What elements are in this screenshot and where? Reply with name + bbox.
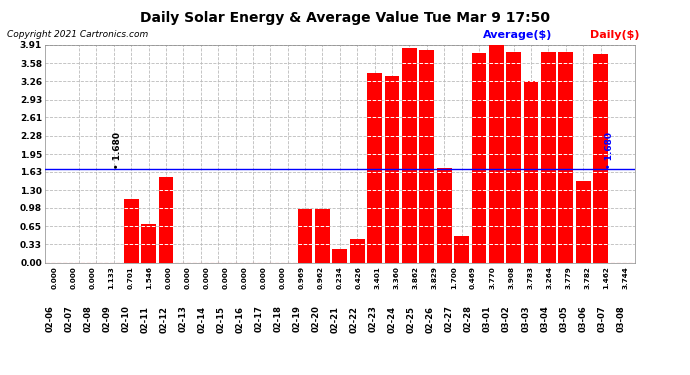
Bar [315,209,330,262]
Text: 02-15: 02-15 [217,306,226,333]
Text: 02-26: 02-26 [426,306,435,333]
Text: 03-03: 03-03 [521,306,530,332]
Text: 3.783: 3.783 [527,266,533,289]
Text: 3.360: 3.360 [394,266,400,289]
Text: 02-18: 02-18 [274,306,283,333]
Text: 02-07: 02-07 [64,306,73,332]
Bar [141,224,156,262]
Text: 0.000: 0.000 [204,266,210,289]
Text: 0.000: 0.000 [166,266,172,289]
Bar [437,168,451,262]
Bar [471,53,486,262]
Text: • 1.680: • 1.680 [605,132,614,169]
Bar [402,48,417,262]
Text: 02-11: 02-11 [141,306,150,333]
Text: 02-21: 02-21 [331,306,339,333]
Bar [576,181,591,262]
Text: 3.744: 3.744 [622,266,629,289]
Text: 02-16: 02-16 [236,306,245,333]
Text: 03-04: 03-04 [540,306,549,332]
Bar [506,52,521,262]
Text: 0.000: 0.000 [51,266,57,289]
Text: 3.829: 3.829 [432,266,438,289]
Text: 3.401: 3.401 [375,266,381,289]
Text: 3.862: 3.862 [413,266,419,289]
Text: 02-27: 02-27 [445,306,454,333]
Bar [454,236,469,262]
Text: 0.000: 0.000 [279,266,286,289]
Text: 1.462: 1.462 [603,266,609,289]
Bar [124,200,139,262]
Text: 3.782: 3.782 [584,266,590,289]
Bar [297,209,313,262]
Text: 3.770: 3.770 [489,266,495,289]
Bar [159,177,173,262]
Text: 02-09: 02-09 [102,306,112,332]
Text: 0.234: 0.234 [337,266,343,289]
Text: 02-06: 02-06 [46,306,55,333]
Text: 02-25: 02-25 [407,306,416,333]
Text: 02-24: 02-24 [388,306,397,333]
Text: 0.426: 0.426 [356,266,362,289]
Text: 03-01: 03-01 [483,306,492,332]
Text: 02-17: 02-17 [255,306,264,333]
Bar [524,81,538,262]
Text: 02-14: 02-14 [197,306,206,333]
Bar [593,54,608,262]
Text: 3.908: 3.908 [508,266,514,289]
Text: 02-13: 02-13 [179,306,188,333]
Text: 03-07: 03-07 [598,306,607,332]
Text: Daily Solar Energy & Average Value Tue Mar 9 17:50: Daily Solar Energy & Average Value Tue M… [140,11,550,25]
Bar [350,239,364,262]
Text: 03-06: 03-06 [578,306,587,332]
Text: 02-20: 02-20 [312,306,321,333]
Text: 02-12: 02-12 [159,306,168,333]
Text: 0.000: 0.000 [223,266,228,289]
Text: 1.700: 1.700 [451,266,457,289]
Text: 3.779: 3.779 [565,266,571,289]
Text: 0.000: 0.000 [261,266,267,289]
Text: 03-02: 03-02 [502,306,511,332]
Text: 0.962: 0.962 [318,266,324,289]
Text: 0.969: 0.969 [299,266,305,290]
Text: 3.264: 3.264 [546,266,552,289]
Text: 0.000: 0.000 [241,266,248,289]
Text: 02-08: 02-08 [83,306,92,332]
Text: 02-23: 02-23 [369,306,378,333]
Bar [420,50,434,262]
Bar [384,76,400,262]
Text: 02-28: 02-28 [464,306,473,333]
Text: Daily($): Daily($) [590,30,640,40]
Text: 0.000: 0.000 [70,266,77,289]
Bar [489,45,504,262]
Text: 0.000: 0.000 [185,266,190,289]
Text: • 1.680: • 1.680 [112,132,122,169]
Text: 0.000: 0.000 [90,266,95,289]
Text: 02-10: 02-10 [121,306,130,333]
Text: Copyright 2021 Cartronics.com: Copyright 2021 Cartronics.com [7,30,148,39]
Text: 03-05: 03-05 [559,306,568,332]
Bar [367,74,382,262]
Text: Average($): Average($) [483,30,553,40]
Text: 03-08: 03-08 [616,306,625,332]
Text: 02-22: 02-22 [350,306,359,333]
Text: 0.701: 0.701 [128,266,133,289]
Text: 1.546: 1.546 [146,266,152,289]
Bar [333,249,347,262]
Text: 1.133: 1.133 [108,266,115,289]
Bar [558,52,573,262]
Text: 0.469: 0.469 [470,266,476,289]
Text: 02-19: 02-19 [293,306,302,333]
Bar [541,52,556,262]
